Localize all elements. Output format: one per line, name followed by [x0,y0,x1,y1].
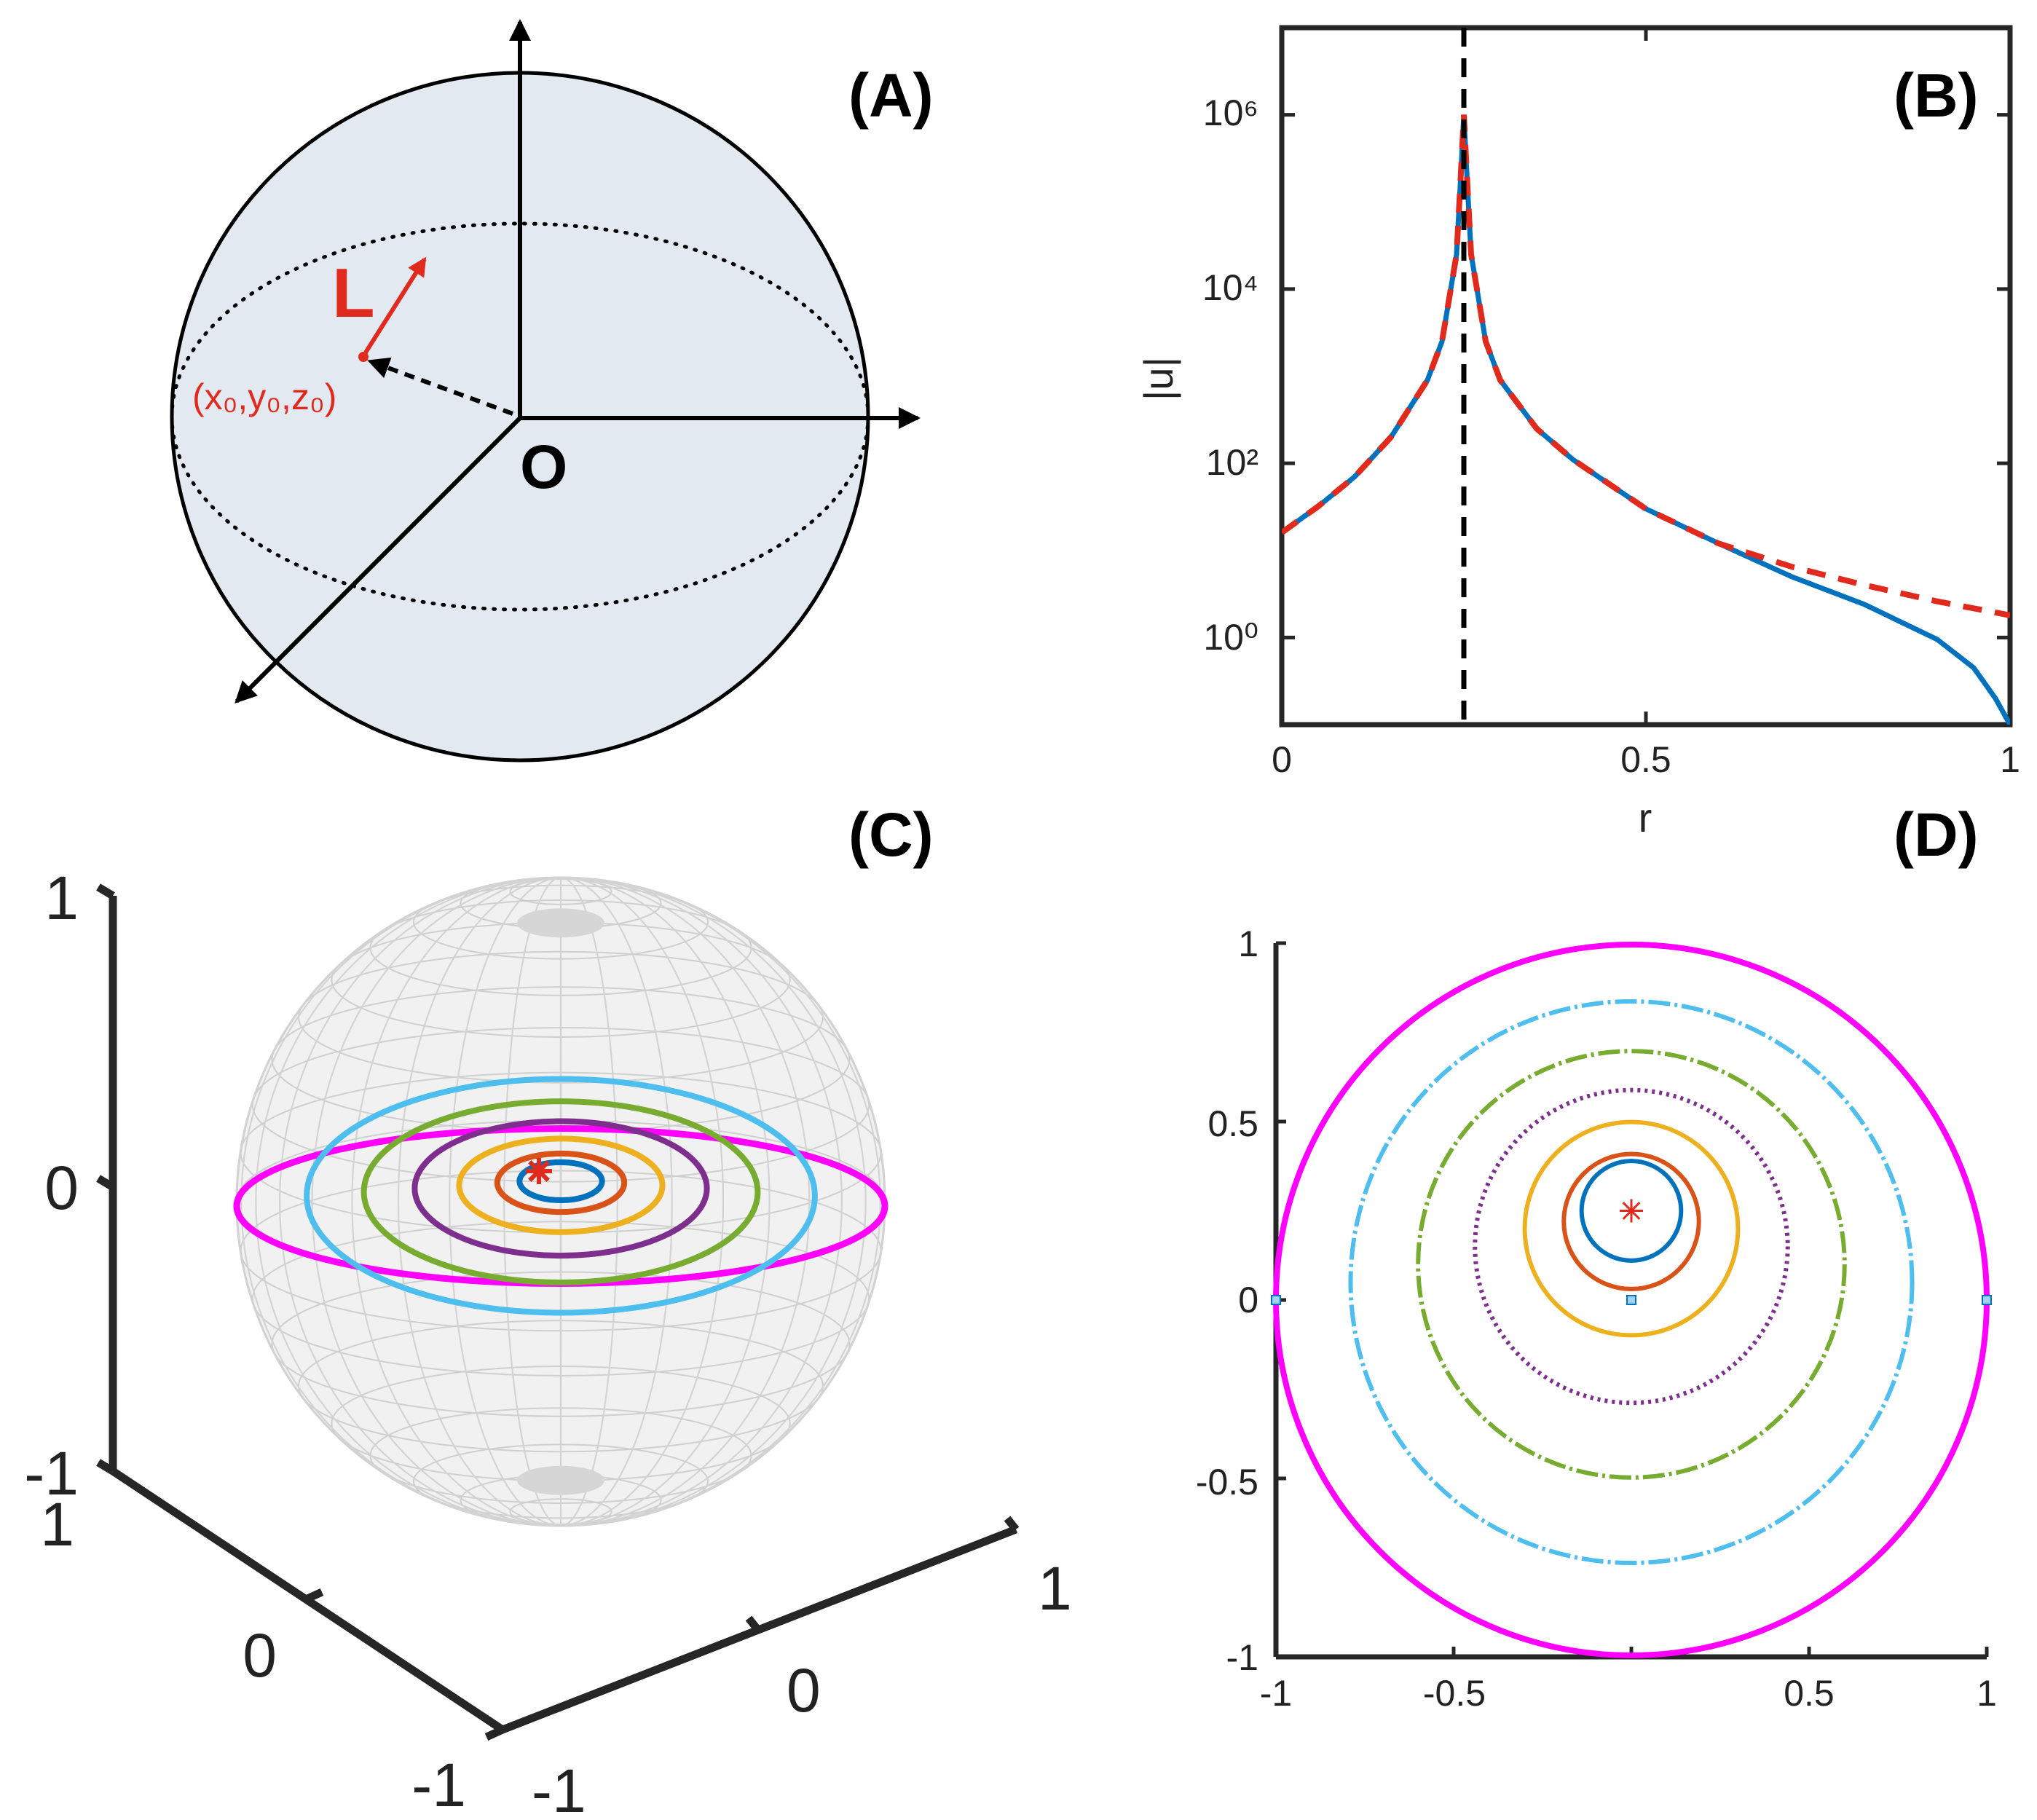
x-tick-1-b: 0.5 [1620,739,1671,780]
mesh-longitude [240,877,881,1526]
orbit-curve-3d [411,1118,710,1259]
orbit-circle-2d [1416,1049,1847,1480]
panel-b: (B) r |u| 0 0.5 1 10⁰ 10² 10⁴ 10⁶ [1135,25,2020,840]
orbit-curve-3d [304,1076,818,1316]
orbit-circle-2d [1473,1087,1790,1406]
source-marker-3d [526,1158,552,1184]
panel-d: (D) 1 0.5 0 -0.5 -1 -1 -0.5 0.5 1 [1196,800,1997,1714]
panel-label-a: (A) [848,61,934,130]
y-tick-mid-3d [745,1615,761,1632]
z-tick-mid [96,1175,115,1191]
x-tick-2-b: 1 [2000,739,2020,780]
mesh-pole-top [517,908,604,938]
x-tick-label-m1-3d: -1 [411,1751,466,1819]
z-tick-label-mid: 0 [44,1154,79,1222]
l-vector-arrow [363,256,427,354]
z-tick-bottom [96,1459,115,1475]
y-tick-3-b: 10⁶ [1203,92,1258,133]
orbit-curves-3d [233,1076,889,1316]
y-tick-end-3d [1004,1516,1020,1532]
y-tick-0-b: 10⁰ [1203,617,1258,658]
orbit-circle-2d [1348,998,1915,1566]
panel-label-d: (D) [1894,800,1979,869]
panel-label-c: (C) [848,800,934,869]
x-tick-label-1-3d: 1 [40,1490,74,1559]
y-tick-label-1-d: 1 [1238,923,1258,964]
x-tick-end-3d [484,1725,505,1741]
square-marker [1271,1295,1281,1305]
orbit-curve-3d [456,1135,666,1235]
y-tick-label-m05-d: -0.5 [1196,1462,1258,1502]
x-tick-label-05-d: 0.5 [1784,1673,1835,1714]
y-axis-3d-right [501,1525,1017,1734]
mesh-pole-bottom [517,1465,604,1495]
y-tick-1-b: 10² [1206,442,1258,483]
x-axis-title-b: r [1639,795,1652,840]
position-vector-dashed [367,357,514,416]
x-tick-label-0-3d: 0 [243,1621,277,1690]
y-tick-label-1-3d: 1 [1038,1554,1072,1623]
orbit-curve-3d [516,1159,605,1203]
panel-label-b: (B) [1894,61,1979,130]
origin-label: O [520,433,567,501]
z-tick-label-bottom: -1 [24,1439,79,1508]
series-asymptotic-line [1282,114,2010,618]
source-point-label: (x₀,y₀,z₀) [192,377,336,417]
l-vector-label: L [332,254,375,332]
orbit-circle-2d [1561,1151,1701,1291]
y-axis-arrow [235,416,522,704]
orbit-circle-2d [1579,1159,1684,1263]
source-star-stroke [1622,1202,1641,1220]
y-tick-label-m1-d: -1 [1226,1637,1258,1678]
y-tick-label-m1-3d: -1 [532,1757,586,1820]
panel-c: 1 0 -1 1 0 -1 -1 0 1 (C) [24,800,1071,1820]
y-tick-2-b: 10⁴ [1202,267,1258,308]
z-tick-label-top: 1 [44,864,79,932]
z-tick-top [96,883,115,899]
x-tick-label-m1-d: -1 [1260,1673,1292,1714]
y-tick-label-0-3d: 0 [787,1656,821,1725]
markers-d [1271,1199,1992,1305]
orbit-curve-3d [494,1150,628,1216]
y-tick-label-0-d: 0 [1238,1280,1258,1320]
orbit-circle-2d [1522,1119,1741,1338]
x-tick-label-m05-d: -0.5 [1423,1673,1486,1714]
square-marker [1982,1295,1992,1305]
y-tick-label-05-d: 0.5 [1207,1103,1258,1144]
ticks-b [1280,28,2012,725]
source-star-stroke [528,1160,550,1182]
orbit-curve-3d [360,1098,761,1285]
x-tick-label-1-d: 1 [1977,1673,1997,1714]
x-tick-mid-3d [304,1588,324,1604]
x-tick-0-b: 0 [1272,739,1292,780]
y-axis-title-b: |u| [1135,357,1181,401]
source-point [358,352,369,362]
panel-a: L (x₀,y₀,z₀) O (A) [170,19,934,763]
square-marker [1626,1295,1636,1305]
